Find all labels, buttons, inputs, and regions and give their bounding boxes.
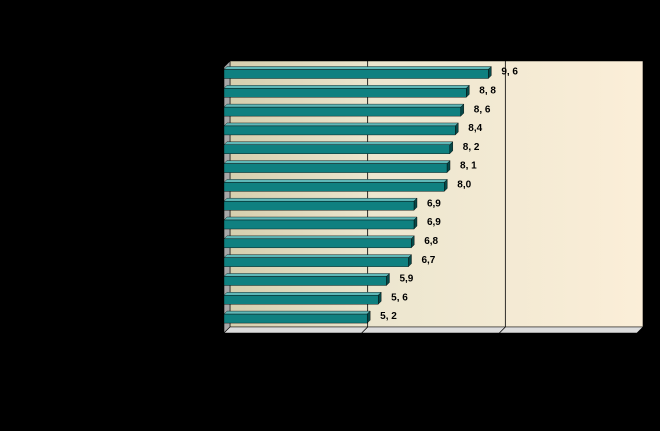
value-label: 9, 6 — [501, 67, 518, 78]
x-tick-label: 5 — [359, 342, 365, 353]
bar — [223, 125, 456, 136]
bar-top — [223, 310, 371, 315]
bar-top — [223, 103, 465, 108]
bar-top — [223, 160, 451, 164]
bar-top — [223, 85, 470, 89]
bar-top — [223, 141, 454, 145]
value-label: 8,0 — [457, 180, 471, 191]
value-label: 5,9 — [399, 274, 413, 285]
bar-top — [223, 216, 418, 221]
x-tick-label: 10 — [494, 342, 506, 353]
bar — [223, 182, 445, 192]
bar — [223, 88, 467, 98]
back-wall — [229, 60, 644, 328]
value-label: 8, 2 — [463, 142, 480, 153]
bar — [223, 257, 409, 267]
floor — [223, 326, 644, 334]
bar — [223, 201, 415, 211]
value-label: 8, 1 — [460, 161, 477, 172]
bar — [223, 144, 450, 154]
value-label: 6,7 — [421, 255, 435, 266]
bar — [223, 163, 448, 173]
bar-top — [223, 235, 415, 240]
bar-top — [223, 273, 390, 277]
value-label: 5, 2 — [380, 311, 397, 322]
bar — [223, 313, 368, 324]
value-label: 8,4 — [468, 123, 482, 134]
value-label: 8, 6 — [474, 104, 491, 115]
bar — [223, 295, 379, 305]
bar — [223, 276, 387, 286]
x-tick-label: 0 — [221, 342, 227, 353]
bar-top — [223, 198, 418, 202]
bar-top — [223, 292, 382, 296]
bar — [223, 219, 415, 230]
bar-top — [223, 179, 448, 183]
value-label: 6,9 — [427, 198, 441, 209]
bar-top — [223, 254, 412, 258]
x-tick-label: 15 — [631, 342, 643, 353]
grid-floor — [499, 326, 506, 334]
value-label: 5, 6 — [391, 292, 408, 303]
value-label: 8, 8 — [479, 85, 496, 96]
bar-top — [223, 66, 492, 70]
grid-floor — [361, 326, 368, 334]
value-label: 6,9 — [427, 217, 441, 228]
value-label: 6,8 — [424, 236, 438, 247]
bar-top — [223, 122, 459, 127]
bar — [223, 106, 461, 117]
bar — [223, 69, 489, 79]
bar — [223, 238, 412, 249]
